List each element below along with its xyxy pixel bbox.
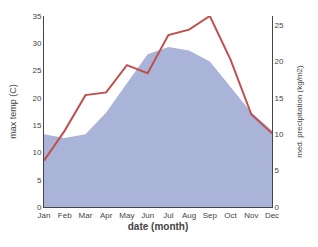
svg-text:Jul: Jul bbox=[163, 211, 173, 220]
svg-text:Nov: Nov bbox=[244, 211, 258, 220]
svg-text:Jun: Jun bbox=[141, 211, 154, 220]
svg-text:Apr: Apr bbox=[100, 211, 113, 220]
svg-text:15: 15 bbox=[32, 121, 41, 130]
svg-text:0: 0 bbox=[37, 203, 42, 212]
svg-text:15: 15 bbox=[275, 94, 284, 103]
svg-text:Jan: Jan bbox=[38, 211, 51, 220]
svg-text:25: 25 bbox=[275, 21, 284, 30]
svg-text:med. precipitation (kg/m2): med. precipitation (kg/m2) bbox=[295, 65, 304, 158]
svg-text:10: 10 bbox=[32, 148, 41, 157]
svg-text:20: 20 bbox=[275, 57, 284, 66]
svg-text:30: 30 bbox=[32, 39, 41, 48]
svg-text:Sep: Sep bbox=[203, 211, 218, 220]
svg-text:20: 20 bbox=[32, 94, 41, 103]
svg-text:May: May bbox=[119, 211, 134, 220]
svg-text:date (month): date (month) bbox=[128, 221, 189, 232]
svg-text:Mar: Mar bbox=[79, 211, 93, 220]
svg-text:35: 35 bbox=[32, 12, 41, 21]
svg-text:25: 25 bbox=[32, 66, 41, 75]
svg-text:max temp (C): max temp (C) bbox=[8, 84, 18, 139]
svg-text:Oct: Oct bbox=[224, 211, 237, 220]
svg-text:5: 5 bbox=[37, 176, 42, 185]
svg-text:5: 5 bbox=[275, 166, 280, 175]
svg-text:Feb: Feb bbox=[58, 211, 72, 220]
svg-text:0: 0 bbox=[275, 203, 280, 212]
svg-text:Dec: Dec bbox=[265, 211, 279, 220]
svg-text:Aug: Aug bbox=[182, 211, 196, 220]
svg-text:10: 10 bbox=[275, 130, 284, 139]
